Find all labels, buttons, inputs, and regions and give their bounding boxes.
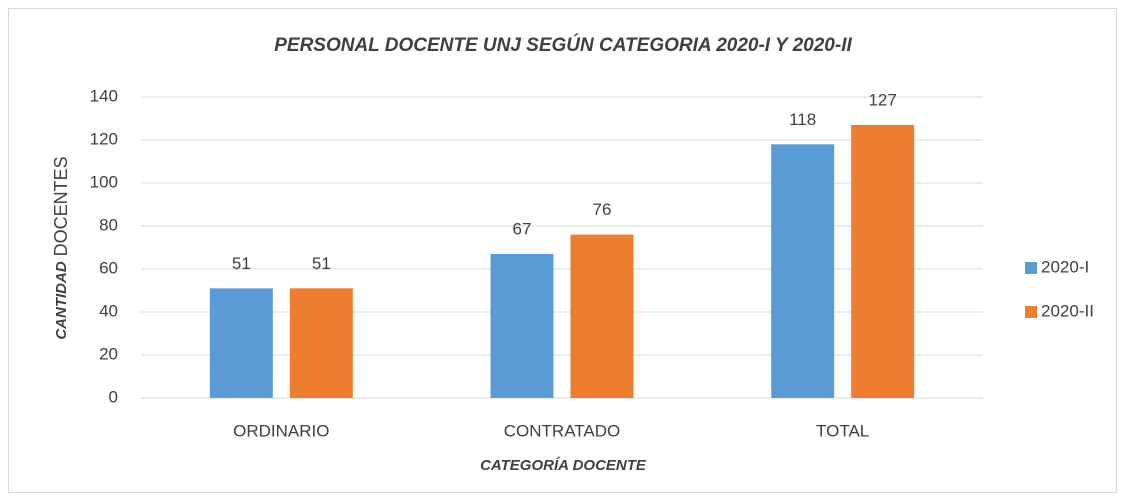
bar (289, 288, 353, 398)
y-tick-label: 20 (99, 344, 118, 363)
legend-label: 2020-II (1041, 301, 1094, 320)
bar (490, 253, 554, 398)
y-tick-label: 0 (109, 387, 118, 406)
data-label: 67 (513, 219, 532, 238)
data-label: 51 (312, 254, 331, 273)
y-tick-label: 120 (90, 129, 118, 148)
data-label: 118 (789, 110, 816, 129)
data-label: 127 (868, 90, 896, 109)
bar (570, 234, 634, 398)
x-tick-label: TOTAL (816, 421, 869, 440)
legend-swatch (1025, 306, 1037, 318)
y-tick-label: 140 (90, 86, 118, 105)
bar (851, 124, 915, 398)
y-axis-title-part: CANTIDAD (53, 261, 70, 339)
x-tick-label: ORDINARIO (233, 421, 329, 440)
bar (209, 288, 273, 398)
data-label: 76 (593, 200, 612, 219)
y-axis-title-part: DOCENTES (51, 156, 71, 256)
y-tick-label: 60 (99, 258, 118, 277)
y-tick-label: 80 (99, 215, 118, 234)
legend-swatch (1025, 262, 1037, 274)
y-axis-title: CANTIDAD DOCENTES (51, 156, 71, 339)
data-label: 51 (232, 254, 251, 273)
y-tick-label: 40 (99, 301, 118, 320)
legend-label: 2020-I (1041, 257, 1089, 276)
x-tick-label: CONTRATADO (504, 421, 620, 440)
x-axis-title: CATEGORÍA DOCENTE (480, 457, 647, 474)
chart-title: PERSONAL DOCENTE UNJ SEGÚN CATEGORIA 202… (274, 34, 852, 56)
chart-border (8, 8, 1117, 493)
bar (771, 144, 835, 398)
y-tick-label: 100 (90, 172, 118, 191)
